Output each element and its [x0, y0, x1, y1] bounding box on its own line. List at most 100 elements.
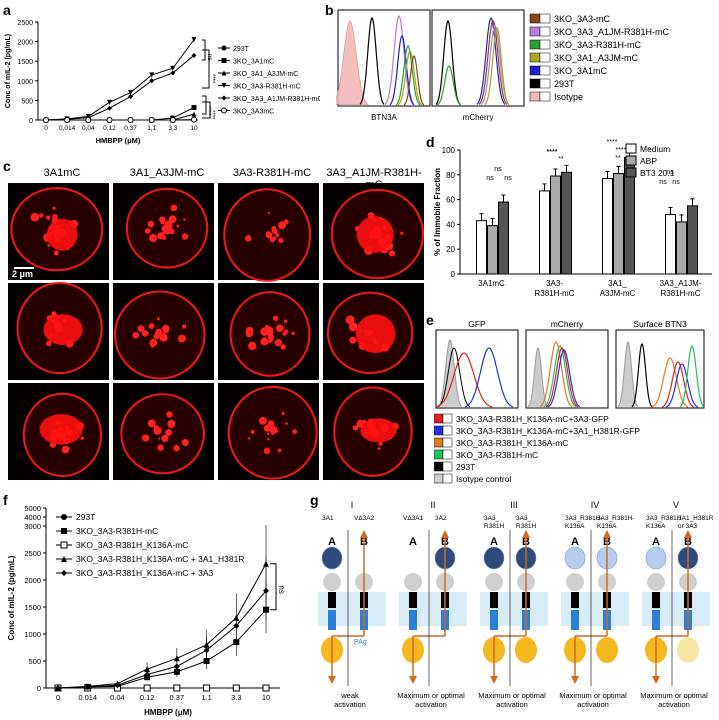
- isotype-curve: [617, 341, 639, 408]
- cluster: [39, 414, 83, 445]
- chain-a-label: A: [652, 536, 660, 548]
- data-point: [170, 70, 176, 76]
- bar: [550, 175, 561, 275]
- transmembrane: [409, 592, 417, 608]
- activation-caption: Maximum or optimal: [397, 691, 465, 700]
- sig-label: ns: [504, 175, 512, 182]
- protein-label: VΔ3A2: [354, 515, 375, 522]
- legend-marker: [61, 528, 67, 534]
- vesicle: [363, 419, 367, 423]
- legend-swatch-box: [442, 473, 453, 484]
- y-axis-label: Conc of mIL-2 (pg/mL): [5, 34, 12, 108]
- sig-label: ****: [547, 149, 558, 156]
- vesicle: [247, 437, 251, 440]
- vesicle: [47, 244, 51, 247]
- curve: [539, 341, 573, 408]
- bar: [613, 173, 624, 275]
- micrograph-tile: [323, 183, 424, 280]
- b30-2-domain: [515, 637, 537, 663]
- histogram-xlabel: BTN3A: [371, 113, 397, 122]
- legend-swatch-box: [539, 65, 551, 76]
- bracket: [202, 95, 207, 115]
- data-point: [144, 666, 151, 673]
- legend-swatch-box: [539, 39, 551, 50]
- vesicle: [148, 323, 155, 329]
- legend-label: 293T: [76, 512, 95, 522]
- protein-label: 3A2: [435, 515, 447, 522]
- legend-swatch-box: [539, 26, 551, 37]
- vesicle: [267, 333, 275, 341]
- col-label-3a1mc: 3A1mC: [43, 167, 81, 179]
- legend-label: 293T: [233, 46, 250, 53]
- data-point: [191, 52, 197, 58]
- vesicle: [248, 341, 257, 351]
- legend-swatch: [529, 65, 541, 76]
- ig-v-domain: [321, 546, 343, 570]
- vesicle: [177, 334, 186, 343]
- cluster: [43, 314, 83, 346]
- vesicle: [166, 411, 173, 418]
- vesicle: [167, 419, 176, 428]
- arrow-head: [490, 676, 498, 684]
- juxtamembrane: [571, 610, 579, 630]
- vesicle: [292, 429, 298, 435]
- legend-label: 3KO_3A3-R381H_K136A-mC + 3A3: [76, 568, 214, 578]
- vesicle: [155, 329, 161, 334]
- legend-label: Isotype control: [456, 474, 511, 484]
- legend-swatch: [529, 91, 541, 102]
- legend-label: 293T: [554, 79, 575, 89]
- vesicle: [272, 315, 279, 321]
- histogram-title: GFP: [468, 319, 486, 329]
- protein-label: VΔ3A1: [403, 515, 424, 522]
- sig-label: **: [615, 155, 621, 162]
- y-tick-label: 500: [21, 98, 33, 105]
- vesicle: [137, 325, 145, 333]
- x-tick-label: 0: [44, 125, 48, 132]
- data-point: [191, 37, 197, 43]
- diagram-column: I3A1VΔ3A2ABPAgweakactivation: [318, 500, 386, 709]
- vesicle: [352, 425, 359, 431]
- transmembrane: [328, 592, 336, 608]
- curve: [543, 345, 577, 408]
- sig-label: ****: [547, 149, 558, 156]
- chain-a-label: A: [571, 536, 579, 548]
- protein-label: R381H: [516, 523, 537, 530]
- y-tick-label: 20: [446, 245, 455, 254]
- vesicle: [280, 344, 286, 350]
- vesicle: [348, 322, 358, 332]
- x-tick-label: 0,12: [103, 125, 116, 132]
- vesicle: [265, 231, 273, 239]
- vesicle: [168, 228, 175, 235]
- protein-label: 3A3_: [516, 515, 532, 522]
- x-tick-label: 3,3: [168, 125, 177, 132]
- arrow-head: [684, 530, 692, 538]
- bar: [665, 213, 676, 275]
- data-point: [263, 587, 269, 594]
- legend-marker: [221, 95, 227, 101]
- vesicle: [181, 439, 189, 446]
- vesicle: [157, 444, 164, 451]
- vesicle: [153, 425, 160, 431]
- panel-d-letter: d: [426, 134, 435, 150]
- activation-caption: Maximum or optimal: [559, 691, 627, 700]
- curve: [389, 35, 415, 106]
- col-label-3a3-r381h: 3A3-R381H-mC: [232, 167, 312, 179]
- y-tick-label: 3000: [24, 522, 41, 531]
- y-tick-label: 80: [446, 171, 455, 180]
- sig-label: ns: [666, 169, 674, 176]
- panel-g-diagram: I3A1VΔ3A2ABPAgweakactivationIIVΔ3A13A2AB…: [318, 500, 714, 709]
- y-tick-label: 1000: [24, 630, 41, 639]
- vesicle: [46, 215, 51, 220]
- x-tick-label: 1.1: [201, 693, 211, 702]
- x-axis-label: HMBPP (μM): [96, 136, 141, 145]
- micrograph-tile: [218, 283, 319, 380]
- legend-swatch-box: [539, 91, 551, 102]
- juxtamembrane: [409, 610, 417, 630]
- sig-label: ns: [494, 166, 502, 173]
- legend-label: 3KO_3A3mC: [233, 109, 274, 116]
- panel-b-letter: b: [325, 2, 334, 18]
- sig-label: ns: [486, 175, 494, 182]
- legend-label: 3KO_3A1_A3JM-mC: [554, 53, 639, 63]
- arrow-head: [409, 676, 417, 684]
- vesicle: [275, 233, 280, 238]
